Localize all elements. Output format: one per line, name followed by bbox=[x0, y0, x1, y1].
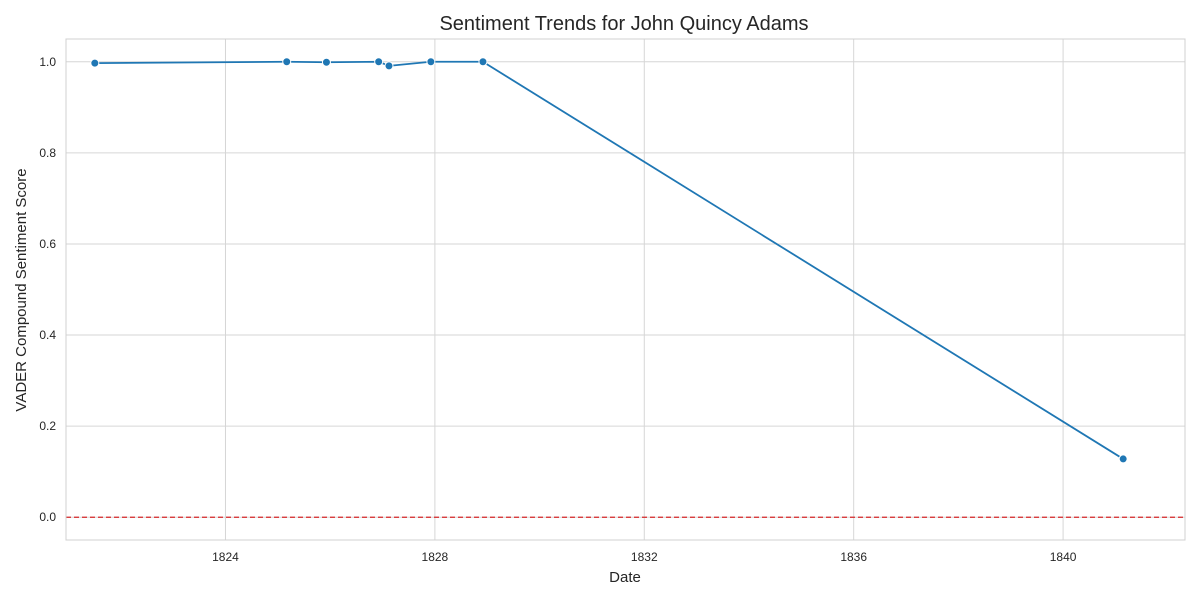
x-axis-label: Date bbox=[609, 569, 641, 586]
series-group bbox=[90, 57, 1128, 464]
y-tick-label: 0.2 bbox=[39, 419, 56, 433]
data-point bbox=[426, 57, 436, 67]
x-tick-label: 1828 bbox=[422, 550, 449, 564]
chart-title: Sentiment Trends for John Quincy Adams bbox=[439, 13, 808, 35]
y-tick-label: 0.4 bbox=[39, 328, 56, 342]
grid bbox=[66, 39, 1185, 540]
data-point bbox=[1118, 454, 1128, 464]
y-tick-label: 0.0 bbox=[39, 510, 56, 524]
plot-frame bbox=[65, 38, 1186, 541]
y-tick-label: 0.6 bbox=[39, 237, 56, 251]
x-tick-label: 1832 bbox=[631, 550, 658, 564]
y-tick-label: 0.8 bbox=[39, 146, 56, 160]
series-line bbox=[94, 60, 1124, 460]
data-point bbox=[90, 58, 100, 68]
x-tick-label: 1824 bbox=[212, 550, 239, 564]
x-tick-label: 1836 bbox=[840, 550, 867, 564]
data-point bbox=[384, 61, 394, 71]
data-point bbox=[374, 57, 384, 67]
data-point bbox=[478, 57, 488, 67]
x-tick-label: 1840 bbox=[1050, 550, 1077, 564]
y-tick-label: 1.0 bbox=[39, 55, 56, 69]
data-point bbox=[321, 57, 331, 67]
tick-labels: 1824 1828 1832 1836 1840 0.0 0.2 0.4 0.6 0.8 1.0 bbox=[39, 55, 1076, 564]
y-axis-label: VADER Compound Sentiment Score bbox=[13, 168, 30, 411]
data-point bbox=[282, 57, 292, 67]
